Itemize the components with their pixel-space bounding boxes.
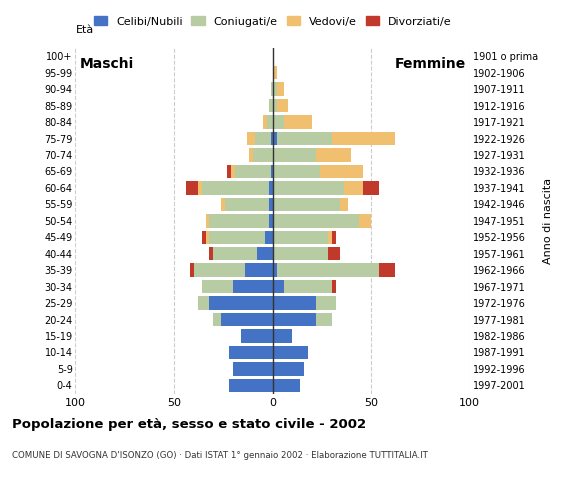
Text: Età: Età — [75, 25, 93, 35]
Bar — [186, 181, 198, 194]
Y-axis label: Anno di nascita: Anno di nascita — [543, 178, 553, 264]
Bar — [284, 280, 332, 293]
Bar — [209, 247, 213, 261]
Bar — [245, 264, 273, 277]
Bar — [209, 214, 269, 228]
Text: Popolazione per età, sesso e stato civile - 2002: Popolazione per età, sesso e stato civil… — [12, 418, 366, 431]
Text: Femmine: Femmine — [394, 58, 466, 72]
Bar — [332, 132, 395, 145]
Bar — [273, 230, 328, 244]
Bar — [205, 214, 209, 228]
Bar — [273, 198, 340, 211]
Bar — [241, 329, 273, 343]
Bar — [273, 165, 320, 178]
Bar — [263, 115, 267, 129]
Bar — [328, 230, 332, 244]
Bar — [269, 181, 273, 194]
Bar — [269, 214, 273, 228]
Bar — [194, 264, 245, 277]
Bar — [202, 280, 233, 293]
Bar — [264, 230, 273, 244]
Bar — [198, 181, 202, 194]
Bar — [257, 247, 273, 261]
Bar — [273, 313, 316, 326]
Bar — [249, 148, 253, 162]
Bar — [363, 181, 379, 194]
Bar — [271, 165, 273, 178]
Bar — [273, 132, 277, 145]
Bar — [271, 83, 273, 96]
Bar — [227, 165, 231, 178]
Bar — [332, 230, 336, 244]
Bar — [273, 66, 277, 79]
Bar — [273, 329, 292, 343]
Bar — [277, 264, 379, 277]
Bar — [273, 264, 277, 277]
Bar — [247, 132, 255, 145]
Bar — [273, 115, 284, 129]
Bar — [316, 313, 332, 326]
Bar — [209, 296, 273, 310]
Bar — [209, 230, 264, 244]
Bar — [273, 296, 316, 310]
Bar — [316, 148, 351, 162]
Bar — [213, 247, 257, 261]
Text: COMUNE DI SAVOGNA D'ISONZO (GO) · Dati ISTAT 1° gennaio 2002 · Elaborazione TUTT: COMUNE DI SAVOGNA D'ISONZO (GO) · Dati I… — [12, 451, 427, 460]
Bar — [273, 280, 284, 293]
Bar — [379, 264, 395, 277]
Bar — [340, 198, 347, 211]
Bar — [273, 247, 328, 261]
Bar — [273, 181, 343, 194]
Bar — [202, 181, 269, 194]
Bar — [277, 83, 284, 96]
Bar — [198, 296, 209, 310]
Bar — [190, 264, 194, 277]
Bar — [316, 296, 336, 310]
Bar — [229, 346, 273, 359]
Bar — [235, 165, 271, 178]
Bar — [343, 181, 363, 194]
Bar — [225, 198, 269, 211]
Bar — [332, 280, 336, 293]
Bar — [255, 132, 271, 145]
Bar — [222, 313, 273, 326]
Bar — [271, 132, 273, 145]
Legend: Celibi/Nubili, Coniugati/e, Vedovi/e, Divorziati/e: Celibi/Nubili, Coniugati/e, Vedovi/e, Di… — [90, 13, 455, 30]
Bar — [328, 247, 340, 261]
Bar — [273, 83, 277, 96]
Bar — [360, 214, 371, 228]
Bar — [320, 165, 363, 178]
Bar — [273, 214, 360, 228]
Bar — [277, 99, 288, 112]
Bar — [229, 379, 273, 392]
Bar — [267, 115, 273, 129]
Bar — [284, 115, 312, 129]
Bar — [269, 99, 273, 112]
Bar — [273, 362, 304, 376]
Text: Maschi: Maschi — [79, 58, 133, 72]
Bar — [205, 230, 209, 244]
Bar — [233, 280, 273, 293]
Bar — [273, 346, 308, 359]
Bar — [269, 198, 273, 211]
Bar — [202, 230, 205, 244]
Bar — [277, 132, 332, 145]
Bar — [231, 165, 235, 178]
Bar — [233, 362, 273, 376]
Bar — [253, 148, 273, 162]
Bar — [222, 198, 225, 211]
Bar — [213, 313, 222, 326]
Bar — [273, 379, 300, 392]
Bar — [273, 148, 316, 162]
Bar — [273, 99, 277, 112]
